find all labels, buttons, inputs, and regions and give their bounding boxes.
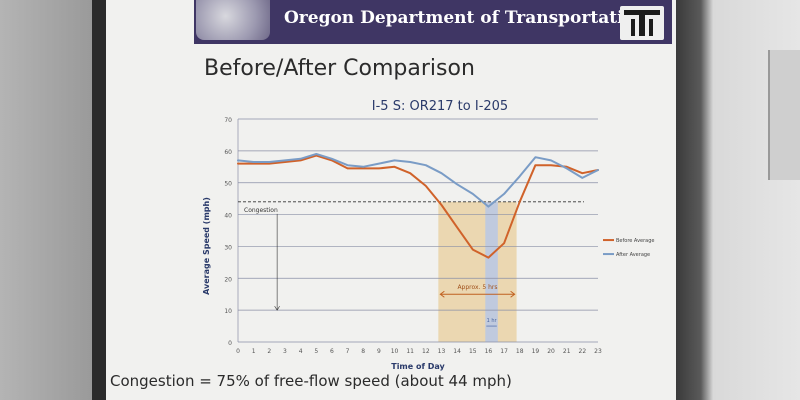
x-tick-label: 10	[391, 348, 399, 355]
y-tick-label: 10	[224, 308, 232, 315]
y-tick-label: 50	[224, 181, 232, 188]
y-tick-label: 0	[228, 340, 232, 347]
x-tick-label: 18	[516, 348, 524, 355]
x-tick-label: 16	[485, 348, 493, 355]
x-tick-label: 15	[469, 348, 477, 355]
banner-title: Oregon Department of Transportation	[284, 8, 648, 28]
x-tick-label: 9	[377, 348, 381, 355]
series-line-before	[237, 154, 599, 259]
congestion-arrowhead	[274, 305, 280, 311]
improved-zone-shade	[485, 201, 498, 342]
legend-label: Before Average	[616, 238, 654, 244]
slide-banner: Oregon Department of Transportation	[194, 0, 672, 44]
odot-logo-icon	[620, 6, 664, 40]
x-tick-label: 8	[361, 348, 365, 355]
y-tick-label: 40	[224, 213, 232, 220]
y-tick-label: 70	[224, 117, 232, 124]
x-tick-label: 13	[438, 348, 446, 355]
x-tick-label: 17	[500, 348, 508, 355]
x-tick-label: 3	[283, 348, 287, 355]
x-tick-label: 21	[563, 348, 571, 355]
improved-label: 1 hr	[487, 318, 498, 324]
slide-title: Before/After Comparison	[204, 56, 475, 81]
x-axis-label: Time of Day	[391, 362, 445, 371]
x-tick-label: 1	[252, 348, 256, 355]
duration-arrowhead-left	[439, 290, 445, 298]
x-tick-label: 22	[579, 348, 587, 355]
duration-arrowhead-right	[510, 290, 516, 298]
x-tick-label: 20	[547, 348, 555, 355]
room-wall-right	[676, 0, 800, 400]
x-tick-label: 2	[267, 348, 271, 355]
x-tick-label: 5	[314, 348, 318, 355]
x-tick-label: 6	[330, 348, 334, 355]
x-tick-label: 12	[422, 348, 430, 355]
x-tick-label: 7	[346, 348, 350, 355]
x-tick-label: 0	[236, 348, 240, 355]
congestion-zone-shade	[438, 201, 517, 342]
y-tick-label: 30	[224, 244, 232, 251]
presentation-slide: Oregon Department of Transportation Befo…	[106, 0, 676, 400]
legend-label: After Average	[616, 252, 650, 258]
x-tick-label: 11	[406, 348, 414, 355]
series-line-after	[237, 153, 599, 208]
state-seal-icon	[196, 0, 270, 40]
y-axis-label: Average Speed (mph)	[202, 197, 211, 295]
y-tick-label: 20	[224, 276, 232, 283]
x-tick-label: 19	[532, 348, 540, 355]
congestion-label: Congestion	[244, 207, 278, 214]
duration-label: Approx. 5 hrs	[457, 284, 497, 291]
x-tick-label: 14	[453, 348, 461, 355]
x-tick-label: 23	[594, 348, 602, 355]
chart-title: I-5 S: OR217 to I-205	[372, 99, 508, 114]
screen-edge-left	[92, 0, 106, 400]
wall-fixture	[768, 50, 800, 180]
congestion-definition: Congestion = 75% of free-flow speed (abo…	[110, 372, 512, 390]
room-wall-left	[0, 0, 92, 400]
x-tick-label: 4	[299, 348, 303, 355]
y-tick-label: 60	[224, 149, 232, 156]
